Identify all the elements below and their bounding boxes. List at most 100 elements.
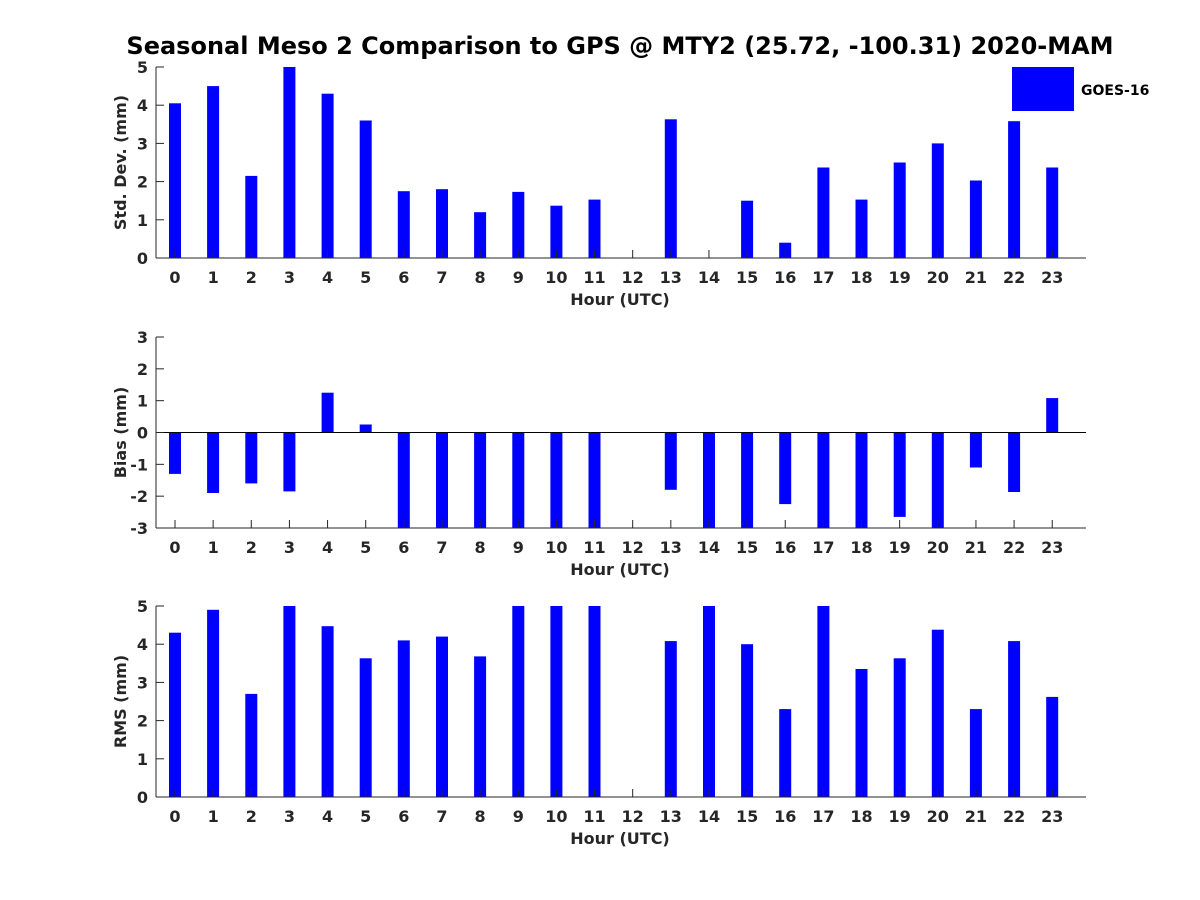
x-tick-label: 1 <box>208 538 219 557</box>
bar-rms-h9 <box>512 606 525 797</box>
bar-bias-h6 <box>397 432 410 528</box>
bar-rms-h5 <box>359 658 372 797</box>
bar-bias-h9 <box>512 432 525 528</box>
bar-rms-h13 <box>664 641 677 797</box>
y-axis-label: RMS (mm) <box>111 655 130 748</box>
bar-std-dev-h8 <box>474 212 487 258</box>
bar-rms-h18 <box>855 669 868 797</box>
x-tick-label: 11 <box>583 268 605 287</box>
x-tick-label: 6 <box>398 538 409 557</box>
x-tick-label: 15 <box>736 807 758 826</box>
bar-bias-h7 <box>436 432 448 528</box>
x-tick-label: 18 <box>850 538 872 557</box>
figure-title: Seasonal Meso 2 Comparison to GPS @ MTY2… <box>126 32 1113 60</box>
x-tick-label: 21 <box>965 268 987 287</box>
x-tick-label: 1 <box>208 807 219 826</box>
x-tick-label: 3 <box>284 807 295 826</box>
x-tick-label: 19 <box>889 538 911 557</box>
x-tick-label: 8 <box>475 268 486 287</box>
x-tick-label: 16 <box>774 268 796 287</box>
x-tick-label: 22 <box>1003 268 1025 287</box>
x-tick-label: 7 <box>436 268 447 287</box>
x-tick-label: 22 <box>1003 538 1025 557</box>
y-axis-label: Bias (mm) <box>111 387 130 479</box>
x-tick-label: 9 <box>513 538 524 557</box>
legend-swatch <box>1012 67 1074 111</box>
x-tick-label: 18 <box>850 268 872 287</box>
bar-bias-h13 <box>664 432 677 490</box>
x-tick-label: 2 <box>246 807 257 826</box>
bar-std-dev-h0 <box>169 103 181 258</box>
y-tick-label: 0 <box>137 249 148 268</box>
x-tick-label: 3 <box>284 538 295 557</box>
bar-std-dev-h6 <box>397 191 410 258</box>
x-tick-label: 19 <box>889 268 911 287</box>
bar-bias-h23 <box>1046 398 1059 433</box>
x-tick-label: 12 <box>622 268 644 287</box>
bar-rms-h7 <box>436 636 448 797</box>
bar-rms-h17 <box>817 606 830 797</box>
x-tick-label: 10 <box>545 268 567 287</box>
y-tick-label: 0 <box>137 788 148 807</box>
bar-rms-h14 <box>703 606 715 797</box>
x-tick-label: 10 <box>545 807 567 826</box>
y-tick-label: -1 <box>130 455 148 474</box>
x-tick-label: 13 <box>660 268 682 287</box>
x-tick-label: 14 <box>698 268 720 287</box>
x-tick-label: 16 <box>774 538 796 557</box>
bar-bias-h0 <box>169 432 181 474</box>
y-tick-label: -3 <box>130 519 148 538</box>
bar-bias-h2 <box>245 432 258 484</box>
bar-std-dev-h4 <box>321 93 334 258</box>
y-tick-label: 3 <box>137 673 148 692</box>
x-tick-label: 4 <box>322 807 333 826</box>
bar-bias-h16 <box>779 432 792 505</box>
x-tick-label: 20 <box>927 268 949 287</box>
bar-bias-h18 <box>855 432 868 528</box>
x-tick-label: 9 <box>513 807 524 826</box>
bar-rms-h20 <box>931 629 944 797</box>
x-tick-label: 6 <box>398 807 409 826</box>
bar-rms-h10 <box>550 606 563 797</box>
x-tick-label: 23 <box>1041 538 1063 557</box>
bar-std-dev-h2 <box>245 175 258 258</box>
bar-rms-h3 <box>283 606 296 797</box>
bar-std-dev-h21 <box>969 180 982 258</box>
y-tick-label: 3 <box>137 134 148 153</box>
x-tick-label: 8 <box>475 807 486 826</box>
y-tick-label: 4 <box>137 635 148 654</box>
x-tick-label: 5 <box>360 538 371 557</box>
x-tick-label: 13 <box>660 538 682 557</box>
x-axis-label: Hour (UTC) <box>570 560 670 579</box>
y-tick-label: 5 <box>137 597 148 616</box>
x-tick-label: 1 <box>208 268 219 287</box>
x-tick-label: 0 <box>169 268 180 287</box>
x-tick-label: 18 <box>850 807 872 826</box>
y-tick-label: 2 <box>137 360 148 379</box>
bar-bias-h21 <box>969 432 982 468</box>
y-tick-label: 1 <box>137 392 148 411</box>
x-tick-label: 21 <box>965 538 987 557</box>
x-tick-label: 5 <box>360 807 371 826</box>
bar-bias-h11 <box>588 432 601 528</box>
y-tick-label: -2 <box>130 487 148 506</box>
bar-std-dev-h3 <box>283 67 296 258</box>
x-tick-label: 10 <box>545 538 567 557</box>
bar-bias-h8 <box>474 432 487 528</box>
x-tick-label: 4 <box>322 538 333 557</box>
bar-rms-h2 <box>245 693 258 797</box>
bar-std-dev-h5 <box>359 120 372 258</box>
x-tick-label: 21 <box>965 807 987 826</box>
bar-rms-h23 <box>1046 696 1059 797</box>
bar-rms-h22 <box>1008 641 1021 797</box>
bar-std-dev-h9 <box>512 191 525 258</box>
x-tick-label: 0 <box>169 538 180 557</box>
y-tick-label: 2 <box>137 173 148 192</box>
bar-rms-h6 <box>397 640 410 797</box>
x-tick-label: 22 <box>1003 807 1025 826</box>
x-tick-label: 5 <box>360 268 371 287</box>
